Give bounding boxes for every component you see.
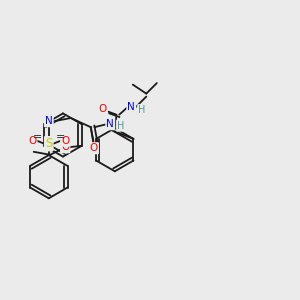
Text: H: H [138, 105, 146, 115]
Text: H: H [117, 121, 124, 131]
Text: O: O [28, 136, 36, 146]
Text: =: = [33, 132, 42, 142]
Text: O: O [99, 103, 107, 114]
Text: S: S [45, 137, 52, 150]
Text: N: N [128, 102, 135, 112]
Text: N: N [106, 119, 114, 129]
Text: O: O [61, 136, 69, 146]
Text: O: O [90, 143, 98, 153]
Text: O: O [61, 142, 69, 152]
Text: =: = [56, 132, 65, 142]
Text: N: N [45, 116, 53, 126]
